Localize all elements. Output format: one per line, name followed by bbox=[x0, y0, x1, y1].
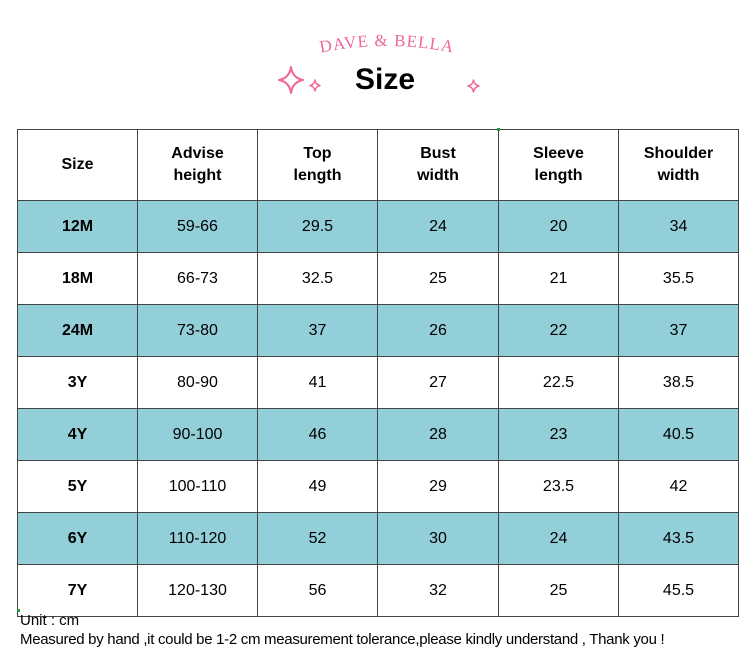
shoulder-width-cell: 34 bbox=[618, 200, 739, 253]
brand-name: DAVE & BELLA bbox=[318, 31, 456, 57]
top-length-cell: 41 bbox=[257, 356, 378, 409]
brand-logo: DAVE & BELLA bbox=[300, 30, 480, 58]
corner-mark bbox=[497, 128, 500, 131]
advise-height-cell: 110-120 bbox=[137, 512, 258, 565]
size-cell: 6Y bbox=[17, 512, 138, 565]
header-advise-height: Advise height bbox=[137, 129, 258, 201]
shoulder-width-cell: 42 bbox=[618, 460, 739, 513]
table-row: 18M 66-73 32.5 25 21 35.5 bbox=[17, 252, 739, 305]
bust-width-cell: 25 bbox=[377, 252, 499, 305]
top-length-cell: 29.5 bbox=[257, 200, 378, 253]
shoulder-width-cell: 40.5 bbox=[618, 408, 739, 461]
shoulder-width-cell: 38.5 bbox=[618, 356, 739, 409]
header-size: Size bbox=[17, 129, 138, 201]
table-row: 3Y 80-90 41 27 22.5 38.5 bbox=[17, 356, 739, 409]
advise-height-cell: 100-110 bbox=[137, 460, 258, 513]
corner-mark bbox=[17, 609, 20, 612]
top-length-cell: 37 bbox=[257, 304, 378, 357]
size-cell: 24M bbox=[17, 304, 138, 357]
table-row: 5Y 100-110 49 29 23.5 42 bbox=[17, 460, 739, 513]
advise-height-cell: 90-100 bbox=[137, 408, 258, 461]
sparkle-right-icon bbox=[467, 79, 480, 93]
bust-width-cell: 24 bbox=[377, 200, 499, 253]
bust-width-cell: 32 bbox=[377, 564, 499, 617]
advise-height-cell: 66-73 bbox=[137, 252, 258, 305]
advise-height-cell: 59-66 bbox=[137, 200, 258, 253]
size-cell: 7Y bbox=[17, 564, 138, 617]
table-row: 6Y 110-120 52 30 24 43.5 bbox=[17, 512, 739, 565]
bust-width-cell: 30 bbox=[377, 512, 499, 565]
bust-width-cell: 27 bbox=[377, 356, 499, 409]
advise-height-cell: 80-90 bbox=[137, 356, 258, 409]
header-bust-width: Bust width bbox=[377, 129, 499, 201]
bust-width-cell: 29 bbox=[377, 460, 499, 513]
size-cell: 3Y bbox=[17, 356, 138, 409]
table-row: 7Y 120-130 56 32 25 45.5 bbox=[17, 564, 739, 617]
top-length-cell: 49 bbox=[257, 460, 378, 513]
size-chart-table: Size Advise height Top length Bust width Sl… bbox=[17, 129, 739, 617]
table-row: 24M 73-80 37 26 22 37 bbox=[17, 304, 739, 357]
advise-height-cell: 120-130 bbox=[137, 564, 258, 617]
sleeve-length-cell: 25 bbox=[498, 564, 619, 617]
shoulder-width-cell: 45.5 bbox=[618, 564, 739, 617]
size-cell: 4Y bbox=[17, 408, 138, 461]
top-length-cell: 46 bbox=[257, 408, 378, 461]
shoulder-width-cell: 43.5 bbox=[618, 512, 739, 565]
sparkle-small-icon bbox=[309, 79, 321, 92]
header-top-length: Top length bbox=[257, 129, 378, 201]
top-length-cell: 32.5 bbox=[257, 252, 378, 305]
top-length-cell: 52 bbox=[257, 512, 378, 565]
measurement-note: Measured by hand ,it could be 1-2 cm mea… bbox=[20, 631, 665, 648]
sleeve-length-cell: 23.5 bbox=[498, 460, 619, 513]
sleeve-length-cell: 20 bbox=[498, 200, 619, 253]
top-length-cell: 56 bbox=[257, 564, 378, 617]
sleeve-length-cell: 22 bbox=[498, 304, 619, 357]
sleeve-length-cell: 24 bbox=[498, 512, 619, 565]
advise-height-cell: 73-80 bbox=[137, 304, 258, 357]
sleeve-length-cell: 23 bbox=[498, 408, 619, 461]
table-row: 12M 59-66 29.5 24 20 34 bbox=[17, 200, 739, 253]
sleeve-length-cell: 21 bbox=[498, 252, 619, 305]
unit-note: Unit : cm bbox=[20, 612, 80, 629]
page-title: Size bbox=[354, 63, 416, 96]
shoulder-width-cell: 35.5 bbox=[618, 252, 739, 305]
size-cell: 5Y bbox=[17, 460, 138, 513]
table-row: 4Y 90-100 46 28 23 40.5 bbox=[17, 408, 739, 461]
sleeve-length-cell: 22.5 bbox=[498, 356, 619, 409]
table-header-row: Size Advise height Top length Bust width Sl… bbox=[17, 129, 739, 201]
bust-width-cell: 28 bbox=[377, 408, 499, 461]
size-cell: 12M bbox=[17, 200, 138, 253]
size-cell: 18M bbox=[17, 252, 138, 305]
bust-width-cell: 26 bbox=[377, 304, 499, 357]
sparkle-large-icon bbox=[278, 66, 304, 94]
header-sleeve-length: Sleeve length bbox=[498, 129, 619, 201]
shoulder-width-cell: 37 bbox=[618, 304, 739, 357]
header-shoulder-width: Shoulder width bbox=[618, 129, 739, 201]
